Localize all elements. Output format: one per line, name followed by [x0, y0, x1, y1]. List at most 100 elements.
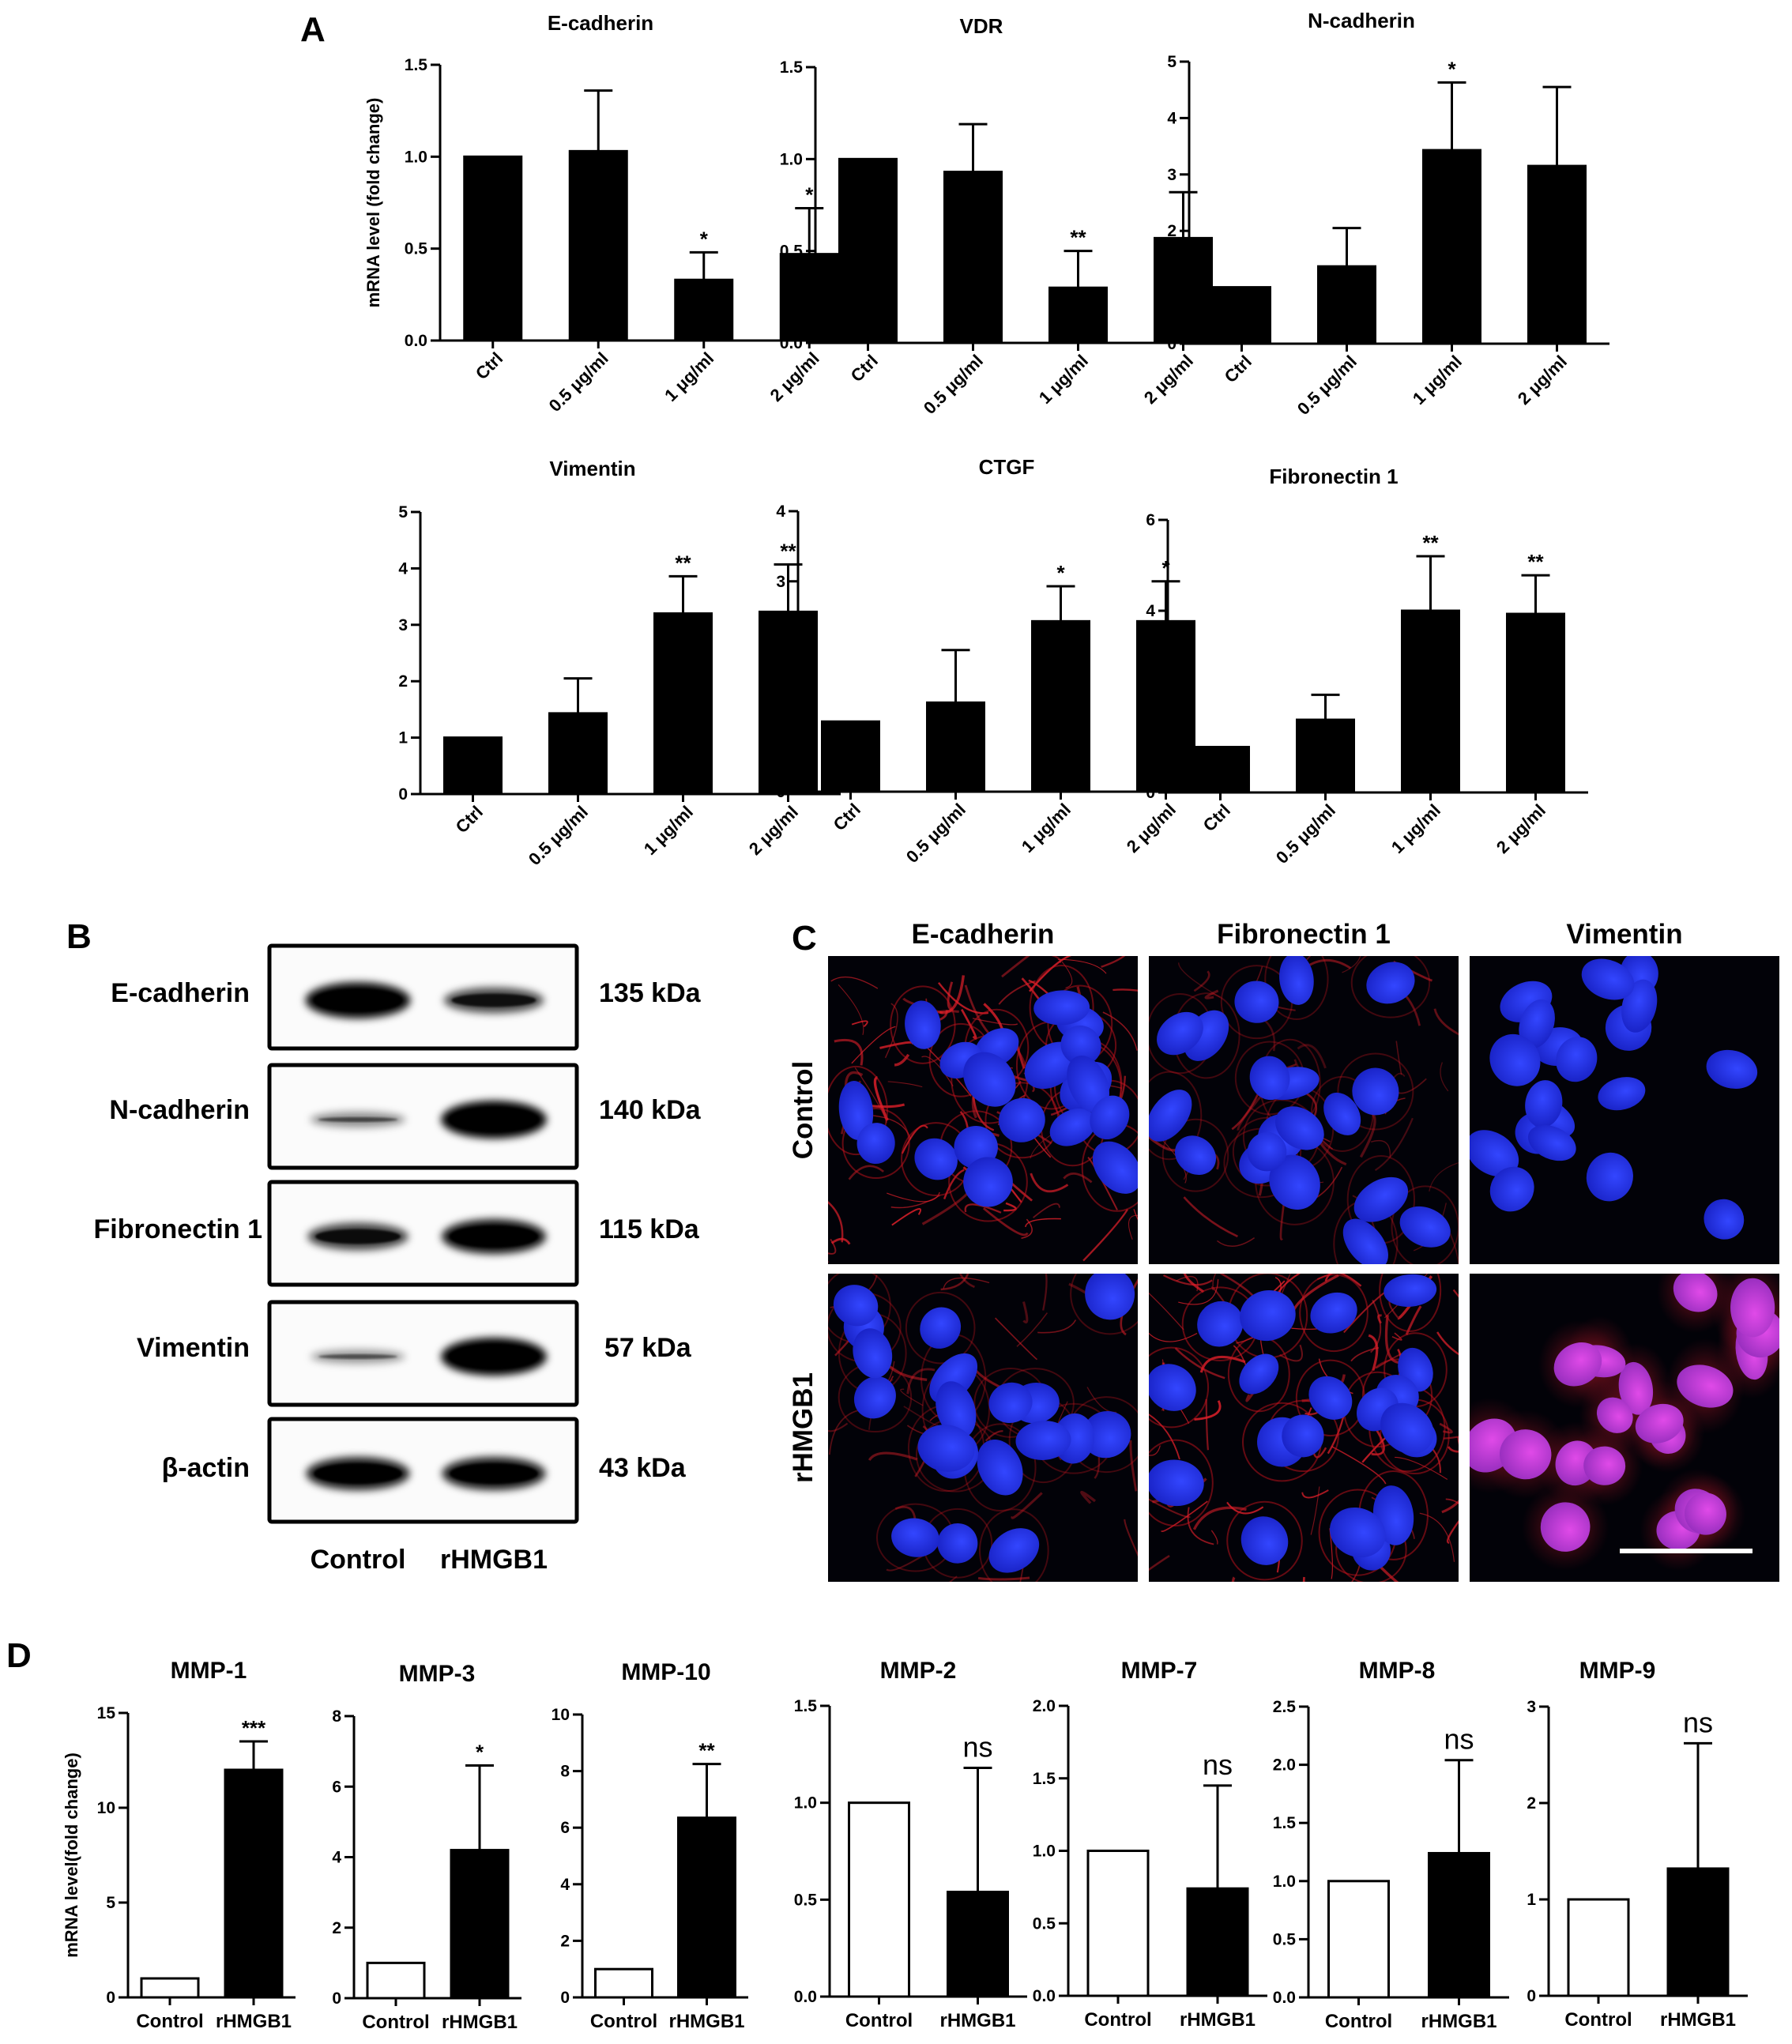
nucleus	[1706, 1049, 1758, 1090]
membrane-stain	[848, 1165, 885, 1180]
nucleus	[1149, 1459, 1204, 1507]
blot-mw-label: 43 kDa	[599, 1453, 687, 1483]
membrane-stain	[868, 1451, 918, 1462]
chart-d-mmp3: MMP-3 0 2 4 6 8 Control * rHMGB1	[332, 1661, 521, 2033]
bar	[926, 701, 985, 793]
y-tick-label: 8	[560, 1763, 570, 1781]
y-tick-label: 1.5	[405, 56, 428, 74]
y-tick-label: 0.0	[405, 332, 427, 350]
membrane-stain	[1439, 1422, 1453, 1434]
chart-a-fn1: Fibronectin 1 0 2 4 6 Ctrl 0.5 μg/ml ** 1 μg/ml *…	[1146, 465, 1588, 868]
bar	[779, 253, 839, 342]
category-label: Ctrl	[452, 802, 487, 837]
category-label: 0.5 μg/ml	[545, 348, 612, 416]
membrane-stain	[1342, 956, 1361, 973]
y-tick-label: 6	[332, 1778, 341, 1796]
nucleus	[1282, 1414, 1324, 1458]
significance-label: *	[1056, 561, 1065, 585]
cell-outline	[1299, 1274, 1368, 1353]
blot-row: Vimentin 57 kDa	[137, 1300, 692, 1407]
membrane-stain	[1231, 1092, 1260, 1131]
nucleus	[937, 1523, 978, 1564]
membrane-stain	[943, 1169, 965, 1199]
nucleus	[1149, 1364, 1196, 1411]
bar	[140, 1977, 200, 1999]
blot-frame	[267, 1063, 579, 1170]
chart-title: MMP-1	[171, 1658, 247, 1684]
bar	[1296, 718, 1355, 794]
membrane-stain	[1302, 1576, 1305, 1582]
blot-lane-label: Control	[311, 1545, 406, 1575]
cell-outline	[1149, 1346, 1210, 1429]
membrane-stain	[1446, 1519, 1459, 1544]
y-tick-label: 15	[97, 1704, 116, 1722]
membrane-stain	[1037, 1319, 1077, 1334]
nucleus	[977, 1439, 1023, 1496]
nucleus	[1581, 958, 1635, 1000]
membrane-stain	[828, 1422, 849, 1432]
y-tick-label: 2.0	[1033, 1697, 1056, 1715]
category-label: Control	[1325, 2011, 1392, 2032]
membrane-stain	[887, 1081, 923, 1088]
membrane-stain	[1193, 970, 1210, 992]
nucleus	[1489, 1166, 1534, 1212]
bar	[224, 1768, 284, 1999]
membrane-stain	[1187, 1507, 1214, 1545]
y-tick-label: 1.0	[405, 148, 427, 166]
bar	[674, 278, 734, 342]
panel-label-b: B	[66, 917, 92, 956]
nucleus	[1583, 1446, 1626, 1485]
protein-band-core	[451, 993, 536, 1007]
significance-label: **	[1527, 550, 1544, 574]
membrane-stain	[1350, 1346, 1380, 1362]
category-label: Control	[136, 2011, 203, 2032]
category-label: rHMGB1	[216, 2011, 292, 2032]
significance-label: *	[805, 183, 814, 206]
nucleus	[1157, 1011, 1203, 1056]
significance-label: *	[1448, 57, 1456, 81]
membrane-stain	[1297, 1044, 1327, 1069]
membrane-stain	[828, 1201, 844, 1243]
chart-title: MMP-9	[1579, 1658, 1656, 1684]
chart-d-mmp2: MMP-2 0.0 0.5 1.0 1.5 Control ns rHMGB1	[794, 1658, 1027, 2031]
nucleus	[963, 1052, 1016, 1107]
nucleus	[1352, 1067, 1399, 1116]
blot-mw-label: 57 kDa	[604, 1333, 692, 1363]
nucleus	[1149, 1090, 1192, 1142]
nucleus	[1499, 1429, 1552, 1480]
category-label: Ctrl	[847, 351, 882, 386]
cell-outline	[979, 1508, 1049, 1582]
y-tick-label: 0.0	[780, 334, 803, 352]
nucleus	[1384, 1274, 1437, 1307]
panel-label-c: C	[792, 919, 817, 958]
protein-band-core	[449, 1107, 539, 1132]
bar	[1086, 1850, 1150, 1997]
membrane-stain	[1440, 1062, 1449, 1092]
category-label: Ctrl	[1199, 800, 1234, 835]
cell-outline	[1232, 1116, 1302, 1187]
nucleus	[1489, 1033, 1541, 1086]
nucleus	[917, 1425, 975, 1472]
membrane-stain	[1368, 1334, 1379, 1371]
membrane-stain	[1030, 1173, 1069, 1193]
y-tick-label: 1	[398, 729, 408, 747]
membrane-stain	[1210, 1530, 1218, 1545]
membrane-stain	[1080, 1490, 1097, 1504]
membrane-stain	[1021, 1218, 1033, 1239]
protein-band-core	[318, 1354, 397, 1359]
blot-mw-label: 135 kDa	[599, 978, 702, 1008]
membrane-stain	[943, 1277, 990, 1289]
nucleus	[1525, 1080, 1563, 1128]
nucleus	[988, 1528, 1040, 1573]
if-column-title: Vimentin	[1566, 919, 1682, 950]
membrane-stain	[1025, 1218, 1061, 1228]
membrane-stain	[1324, 1274, 1362, 1287]
membrane-stain	[1457, 1436, 1459, 1445]
bar	[1031, 619, 1090, 793]
category-label: 1 μg/ml	[661, 348, 717, 405]
chart-a-ncad: N-cadherin 0 1 2 3 4 5 Ctrl 0.5 μg/ml * 1 μg/ml 2 μ…	[1167, 9, 1609, 419]
membrane-stain	[1231, 1576, 1236, 1582]
nucleus	[1197, 1301, 1244, 1347]
bar	[1317, 265, 1376, 345]
